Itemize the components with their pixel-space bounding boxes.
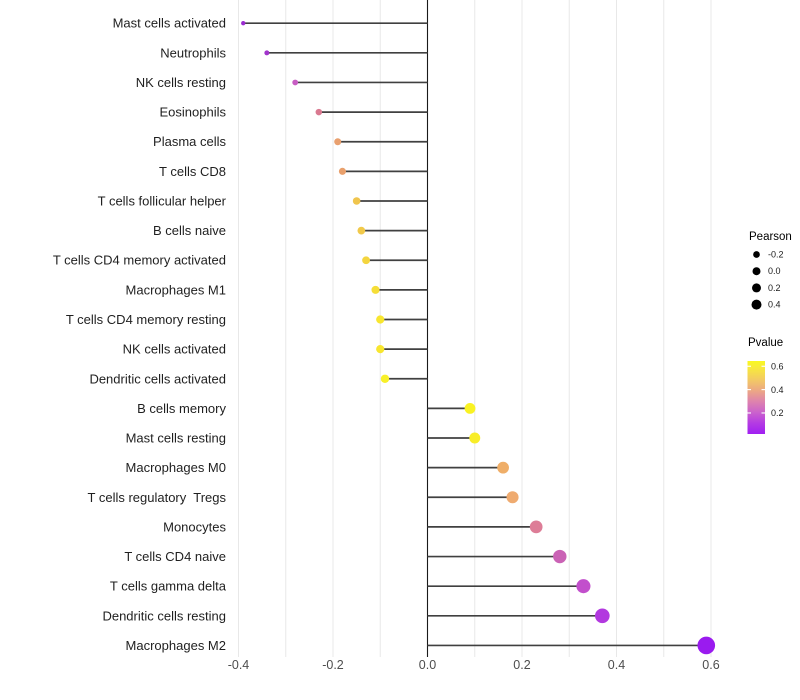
size-legend-label: 0.4 bbox=[768, 300, 781, 310]
pearson-dot bbox=[315, 108, 323, 116]
lollipop-row: Macrophages M1 bbox=[126, 282, 428, 297]
lollipop-row: T cells gamma delta bbox=[110, 579, 591, 594]
pearson-dot bbox=[376, 345, 385, 354]
lollipop-row: B cells naive bbox=[153, 223, 428, 238]
pearson-dot bbox=[697, 636, 716, 655]
lollipop-row: Neutrophils bbox=[160, 45, 428, 60]
x-tick-label: 0.2 bbox=[513, 658, 530, 672]
colorbar-tick-label: 0.6 bbox=[771, 361, 784, 371]
lollipop-row: Mast cells activated bbox=[113, 16, 428, 31]
size-legend-dot bbox=[753, 251, 760, 258]
lollipop-row: Mast cells resting bbox=[126, 431, 481, 446]
pearson-legend-entries: -0.2 0.0 0.2 0.4 bbox=[751, 250, 784, 310]
y-axis-label: Dendritic cells activated bbox=[89, 371, 226, 386]
size-legend-dot bbox=[752, 267, 761, 276]
y-axis-label: T cells CD8 bbox=[159, 164, 226, 179]
y-axis-label: Plasma cells bbox=[153, 134, 226, 149]
y-axis-label: Dendritic cells resting bbox=[102, 608, 226, 623]
y-axis-label: B cells memory bbox=[137, 401, 226, 416]
lollipop-row: Macrophages M2 bbox=[126, 636, 716, 655]
y-axis-label: T cells CD4 memory resting bbox=[66, 312, 226, 327]
lollipop-row: T cells follicular helper bbox=[98, 193, 428, 208]
x-axis: -0.4 -0.2 0.0 0.2 0.4 0.6 bbox=[228, 658, 720, 672]
y-axis-label: Mast cells activated bbox=[113, 16, 226, 31]
size-legend-dot bbox=[752, 283, 761, 293]
y-axis-label: T cells gamma delta bbox=[110, 579, 227, 594]
gridlines bbox=[238, 0, 712, 657]
pearson-dot bbox=[380, 374, 390, 383]
lollipop-row: T cells CD4 memory resting bbox=[66, 312, 428, 327]
y-axis-label: NK cells activated bbox=[123, 342, 226, 357]
lollipop-row: Macrophages M0 bbox=[126, 460, 509, 475]
pearson-dot bbox=[553, 549, 567, 564]
pearson-dot bbox=[334, 138, 342, 146]
pearson-dot bbox=[576, 579, 591, 594]
size-legend-label: -0.2 bbox=[768, 250, 784, 260]
pvalue-color-legend: Pvalue 0.6 0.4 0.2 bbox=[747, 337, 784, 434]
lollipop-row: Eosinophils bbox=[160, 105, 428, 120]
y-axis-label: B cells naive bbox=[153, 223, 226, 238]
size-legend-dot bbox=[751, 299, 762, 310]
pvalue-legend-ticks: 0.6 0.4 0.2 bbox=[747, 361, 784, 418]
pearson-dot bbox=[464, 402, 476, 414]
lollipop-row: Dendritic cells resting bbox=[102, 608, 610, 624]
pearson-dot bbox=[595, 608, 610, 624]
lollipop-row: NK cells resting bbox=[136, 75, 428, 90]
lollipop-row: NK cells activated bbox=[123, 342, 428, 357]
pearson-dot bbox=[529, 520, 543, 534]
pearson-size-legend: Pearson -0.2 0.0 0.2 0.4 bbox=[749, 231, 792, 310]
pearson-dot bbox=[371, 285, 380, 294]
pearson-dot bbox=[264, 50, 270, 56]
pearson-dot bbox=[292, 79, 299, 86]
pvalue-legend-title: Pvalue bbox=[748, 337, 783, 349]
pearson-legend-title: Pearson bbox=[749, 231, 792, 243]
lollipop-row: Plasma cells bbox=[153, 134, 428, 149]
x-tick-label: -0.4 bbox=[228, 658, 250, 672]
lollipop-rows: Mast cells activated Neutrophils NK cells … bbox=[53, 16, 716, 655]
pearson-dot bbox=[362, 256, 370, 265]
y-axis-label: Eosinophils bbox=[160, 105, 227, 120]
pearson-dot bbox=[338, 167, 347, 175]
y-axis-label: Macrophages M1 bbox=[126, 282, 226, 297]
lollipop-row: T cells CD8 bbox=[159, 164, 428, 179]
x-tick-label: 0.6 bbox=[702, 658, 719, 672]
pearson-dot bbox=[497, 461, 509, 474]
lollipop-row: T cells regulatory Tregs bbox=[88, 490, 519, 505]
y-axis-label: Neutrophils bbox=[160, 45, 226, 60]
x-tick-label: -0.2 bbox=[322, 658, 344, 672]
size-legend-label: 0.0 bbox=[768, 266, 781, 276]
colorbar-tick-label: 0.4 bbox=[771, 385, 784, 395]
colorbar-tick-label: 0.2 bbox=[771, 408, 784, 418]
y-axis-label: T cells follicular helper bbox=[98, 193, 227, 208]
lollipop-row: T cells CD4 memory activated bbox=[53, 253, 428, 268]
y-axis-label: T cells CD4 memory activated bbox=[53, 253, 226, 268]
lollipop-row: T cells CD4 naive bbox=[124, 549, 567, 564]
pearson-dot bbox=[469, 432, 481, 444]
pvalue-gradient-bar bbox=[747, 361, 765, 434]
lollipop-row: Monocytes bbox=[163, 519, 543, 534]
size-legend-label: 0.2 bbox=[768, 283, 781, 293]
y-axis-label: Mast cells resting bbox=[126, 431, 226, 446]
pearson-dot bbox=[376, 315, 385, 324]
y-axis-label: T cells CD4 naive bbox=[124, 549, 226, 564]
x-tick-label: 0.0 bbox=[419, 658, 436, 672]
y-axis-label: Macrophages M0 bbox=[126, 460, 226, 475]
pearson-dot bbox=[357, 226, 366, 235]
y-axis-label: T cells regulatory Tregs bbox=[88, 490, 227, 505]
y-axis-label: NK cells resting bbox=[136, 75, 226, 90]
lollipop-row: Dendritic cells activated bbox=[89, 371, 428, 386]
x-tick-label: 0.4 bbox=[608, 658, 625, 672]
lollipop-row: B cells memory bbox=[137, 401, 476, 416]
y-axis-label: Monocytes bbox=[163, 519, 226, 534]
y-axis-label: Macrophages M2 bbox=[126, 638, 226, 653]
pearson-dot bbox=[352, 197, 361, 205]
pearson-dot bbox=[241, 21, 246, 26]
pearson-dot bbox=[506, 491, 519, 504]
